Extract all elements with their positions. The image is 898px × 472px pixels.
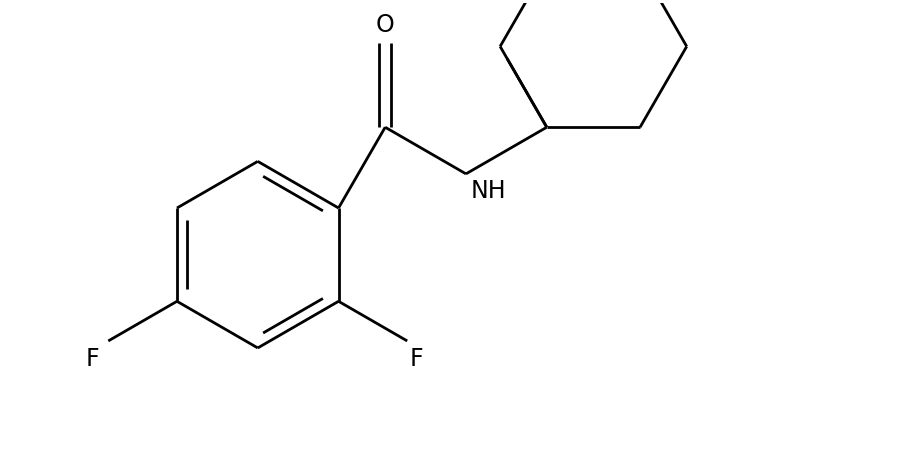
Text: F: F: [85, 347, 99, 371]
Text: F: F: [410, 347, 424, 371]
Text: O: O: [376, 13, 394, 37]
Text: NH: NH: [471, 179, 506, 203]
